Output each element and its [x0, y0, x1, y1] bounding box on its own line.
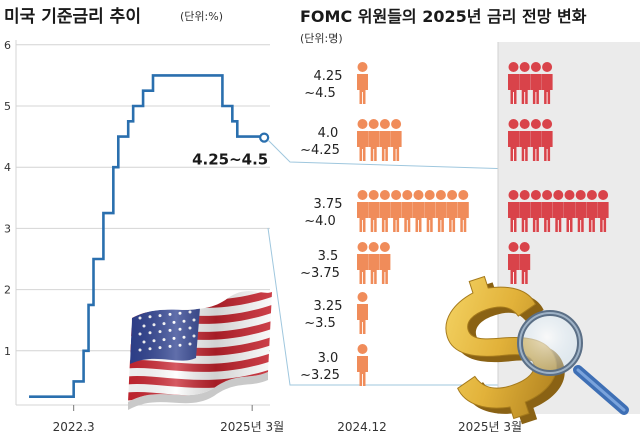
member-dot [519, 62, 531, 104]
member-dot [508, 119, 519, 161]
member-dot [519, 190, 531, 232]
left-chart-unit: (단위:%) [180, 10, 223, 23]
member-dot [508, 190, 519, 232]
us-flag-icon [128, 290, 272, 410]
right-panel-unit: (단위:명) [300, 32, 343, 45]
member-dot [390, 190, 402, 232]
member-dot [519, 119, 531, 161]
member-dot [357, 242, 368, 284]
member-dot [519, 242, 531, 284]
member-dot [413, 190, 424, 232]
member-dot [541, 62, 553, 104]
rate-line-end-marker [259, 132, 270, 143]
member-dot [368, 190, 380, 232]
x-tick-label: 2022.3 [53, 420, 95, 434]
left-y-tick-labels: 1 2 3 4 5 6 [4, 39, 11, 358]
y-tick-label: 1 [4, 345, 11, 358]
member-dot [357, 62, 368, 104]
rate-range-label-line2: ~4.5 [304, 86, 336, 101]
column-labels: 2024.12 2025년 3월 [337, 420, 522, 434]
member-dot [508, 242, 519, 284]
y-tick-label: 6 [4, 39, 11, 52]
member-dot [597, 190, 609, 232]
member-dot [457, 190, 469, 232]
rate-range-label-line1: 3.75 [314, 197, 343, 212]
column-label: 2024.12 [337, 420, 387, 434]
member-dot [530, 190, 542, 232]
rate-line [29, 74, 261, 398]
rate-range-label-line2: ~4.25 [300, 143, 340, 158]
y-tick-label: 5 [4, 100, 11, 113]
member-dot [357, 119, 368, 161]
member-dot [401, 190, 413, 232]
right-panel-title: FOMC 위원들의 2025년 금리 전망 변화 [300, 7, 587, 26]
rate-range-label-line1: 4.0 [318, 126, 339, 141]
member-dot [368, 242, 380, 284]
member-dot [530, 119, 542, 161]
left-chart-title: 미국 기준금리 추이 [4, 7, 141, 27]
member-dot [552, 190, 564, 232]
member-dot [508, 62, 519, 104]
member-dot [379, 119, 391, 161]
rate-range-label-line1: 4.25 [314, 69, 343, 84]
member-dot [357, 344, 368, 386]
rate-range-label-line1: 3.25 [314, 299, 343, 314]
y-tick-label: 4 [4, 161, 11, 174]
member-dot [586, 190, 598, 232]
rate-range-label-line2: ~3.5 [304, 316, 336, 331]
member-dots [357, 62, 609, 386]
y-tick-label: 2 [4, 284, 11, 297]
member-dot [541, 119, 553, 161]
member-dot [357, 292, 368, 334]
member-dot [390, 119, 402, 161]
y-tick-label: 3 [4, 222, 11, 235]
member-dot [357, 190, 368, 232]
fomc-projection-panel: FOMC 위원들의 2025년 금리 전망 변화 (단위:명) 4.25 ~4.5… [300, 7, 640, 434]
current-rate-annotation: 4.25~4.5 [192, 151, 268, 169]
member-dot [424, 190, 436, 232]
member-dot [446, 190, 458, 232]
rate-range-label-line2: ~3.75 [300, 266, 340, 281]
member-dot [564, 190, 575, 232]
member-dot [379, 242, 391, 284]
rate-range-labels: 4.25 ~4.5 4.0 ~4.25 3.75 ~4.0 3.5 ~3.75 3.25 ~3.5… [300, 69, 342, 383]
member-dot [435, 190, 447, 232]
x-tick-label: 2025년 3월 [220, 420, 284, 434]
dollar-magnifier-icon [445, 275, 629, 425]
left-x-tick-labels: 2022.3 2025년 3월 [53, 405, 284, 434]
rate-range-label-line1: 3.0 [318, 351, 339, 366]
member-dot [575, 190, 587, 232]
member-dot [368, 119, 380, 161]
rate-range-label-line1: 3.5 [318, 249, 339, 264]
member-dot [379, 190, 391, 232]
rate-range-label-line2: ~4.0 [304, 214, 336, 229]
column-label: 2025년 3월 [458, 420, 522, 434]
member-dot [530, 62, 542, 104]
member-dot [541, 190, 553, 232]
rate-range-label-line2: ~3.25 [300, 368, 340, 383]
